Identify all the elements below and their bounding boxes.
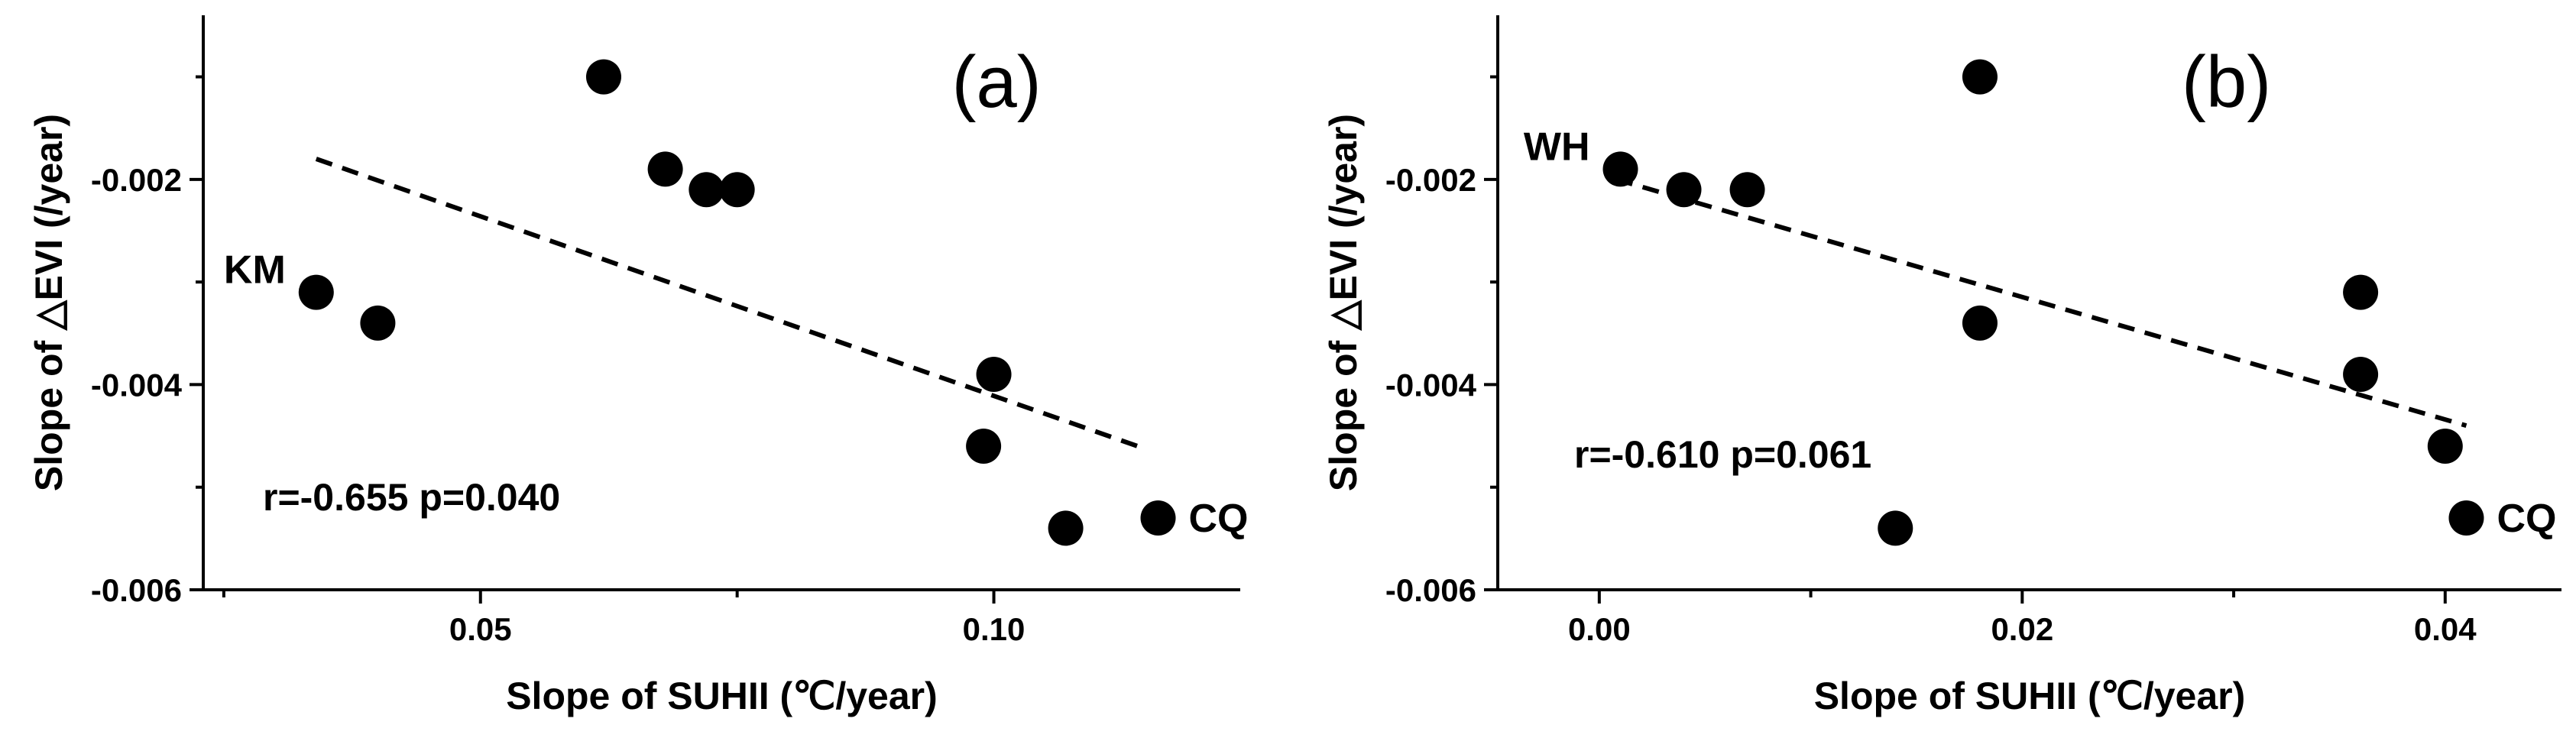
y-axis-label: Slope of △EVI (/year) bbox=[28, 114, 70, 491]
data-point bbox=[1729, 172, 1765, 208]
data-point bbox=[966, 429, 1002, 464]
point-label-wh: WH bbox=[1524, 125, 1590, 169]
data-point bbox=[1962, 59, 1998, 95]
regression-line bbox=[315, 157, 1139, 448]
x-tick-label: 0.10 bbox=[963, 611, 1026, 647]
y-tick-label: -0.004 bbox=[91, 367, 183, 403]
data-point bbox=[1140, 500, 1176, 536]
point-label-cq: CQ bbox=[1189, 497, 1249, 541]
y-tick-label: -0.002 bbox=[91, 162, 182, 198]
y-tick-label: -0.004 bbox=[1385, 367, 1477, 403]
data-point bbox=[2343, 274, 2379, 310]
data-point bbox=[719, 172, 755, 208]
chart-panel-a: 0.05 0.10 -0.002 -0.004 -0.006 Slope of SUHII… bbox=[28, 15, 1249, 717]
data-point bbox=[2448, 500, 2484, 536]
data-point bbox=[1666, 172, 1702, 208]
y-tick-label: -0.006 bbox=[1385, 572, 1476, 608]
x-tick-label: 0.00 bbox=[1568, 611, 1631, 647]
data-point bbox=[585, 59, 621, 95]
y-axis-label: Slope of △EVI (/year) bbox=[1322, 114, 1365, 491]
x-axis-label: Slope of SUHII (℃/year) bbox=[1814, 675, 2246, 717]
data-point bbox=[1602, 151, 1638, 187]
data-point bbox=[2343, 357, 2379, 392]
point-label-cq: CQ bbox=[2497, 497, 2556, 541]
data-point bbox=[2427, 429, 2463, 464]
point-label-km: KM bbox=[224, 248, 286, 293]
data-point bbox=[689, 172, 724, 208]
chart-panel-b: 0.00 0.02 0.04 -0.002 -0.004 -0.006 Slope of S… bbox=[1322, 15, 2561, 717]
data-point bbox=[360, 305, 396, 341]
correlation-stat: r=-0.655 p=0.040 bbox=[263, 476, 560, 519]
data-point bbox=[976, 357, 1012, 392]
regression-line bbox=[1615, 176, 2467, 429]
x-tick-label: 0.05 bbox=[449, 611, 512, 647]
panel-label: (a) bbox=[951, 41, 1041, 123]
y-tick-label: -0.006 bbox=[91, 572, 182, 608]
correlation-stat: r=-0.610 p=0.061 bbox=[1574, 433, 1871, 476]
data-point bbox=[1048, 510, 1084, 546]
x-tick-label: 0.02 bbox=[1991, 611, 2053, 647]
data-point bbox=[647, 151, 683, 187]
data-point bbox=[1878, 510, 1913, 546]
data-point bbox=[298, 274, 334, 310]
panel-label: (b) bbox=[2182, 41, 2271, 123]
y-tick-label: -0.002 bbox=[1385, 162, 1476, 198]
x-axis-label: Slope of SUHII (℃/year) bbox=[506, 675, 938, 717]
data-point bbox=[1962, 305, 1998, 341]
x-tick-label: 0.04 bbox=[2414, 611, 2477, 647]
